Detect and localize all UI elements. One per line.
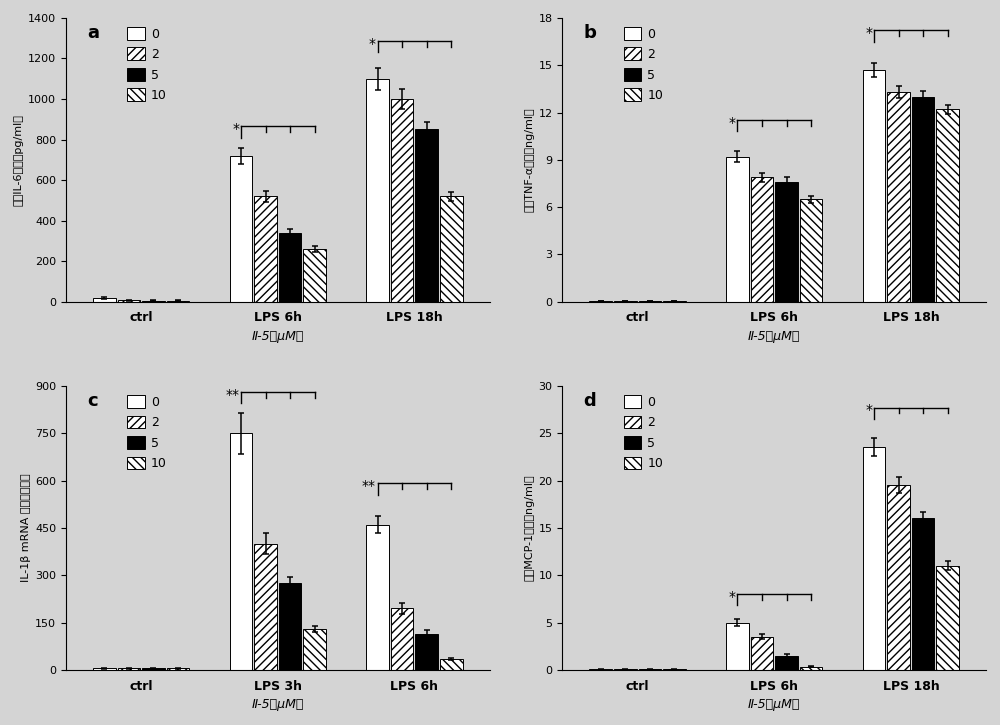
Bar [366, 525, 389, 670]
Bar [167, 301, 189, 302]
Bar [912, 96, 934, 302]
Text: **: ** [225, 388, 239, 402]
Bar [254, 196, 277, 302]
Bar [775, 655, 798, 670]
Bar [440, 196, 463, 302]
Bar [230, 156, 252, 302]
X-axis label: Ⅱ-5（μM）: Ⅱ-5（μM） [252, 698, 304, 711]
Bar [391, 608, 413, 670]
Bar [912, 518, 934, 670]
Text: *: * [729, 589, 736, 604]
Text: b: b [584, 24, 596, 41]
Bar [118, 668, 140, 670]
Bar [887, 92, 910, 302]
Bar [118, 300, 140, 302]
X-axis label: Ⅱ-5（μM）: Ⅱ-5（μM） [748, 698, 800, 711]
Text: a: a [87, 24, 99, 41]
Text: *: * [369, 37, 376, 51]
Bar [303, 249, 326, 302]
Bar [887, 485, 910, 670]
Text: *: * [729, 116, 736, 130]
Y-axis label: IL-1β mRNA 表达（倍数）: IL-1β mRNA 表达（倍数） [21, 473, 31, 582]
Bar [800, 666, 822, 670]
Text: **: ** [362, 479, 376, 493]
Y-axis label: 小鼠IL-6浓度（pg/ml）: 小鼠IL-6浓度（pg/ml） [14, 114, 24, 206]
Bar [863, 70, 885, 302]
Legend: 0, 2, 5, 10: 0, 2, 5, 10 [127, 27, 167, 102]
Bar [726, 157, 749, 302]
Bar [775, 182, 798, 302]
Bar [663, 301, 686, 302]
Bar [936, 109, 959, 302]
Bar [639, 301, 661, 302]
Bar [614, 301, 637, 302]
Bar [751, 177, 773, 302]
Bar [167, 668, 189, 670]
Bar [142, 668, 165, 670]
Bar [751, 637, 773, 670]
Bar [279, 583, 301, 670]
Text: *: * [865, 403, 872, 418]
Bar [726, 623, 749, 670]
Y-axis label: 小鼠MCP-1浓度（ng/ml）: 小鼠MCP-1浓度（ng/ml） [524, 475, 534, 581]
Bar [366, 79, 389, 302]
X-axis label: Ⅱ-5（μM）: Ⅱ-5（μM） [748, 330, 800, 343]
Bar [303, 629, 326, 670]
Text: d: d [584, 392, 596, 410]
Bar [415, 634, 438, 670]
Bar [415, 130, 438, 302]
Bar [93, 668, 116, 670]
Bar [936, 566, 959, 670]
Bar [142, 301, 165, 302]
Text: c: c [87, 392, 98, 410]
Text: *: * [865, 26, 872, 40]
Legend: 0, 2, 5, 10: 0, 2, 5, 10 [127, 395, 167, 470]
Legend: 0, 2, 5, 10: 0, 2, 5, 10 [624, 27, 663, 102]
Legend: 0, 2, 5, 10: 0, 2, 5, 10 [624, 395, 663, 470]
Bar [391, 99, 413, 302]
Text: *: * [232, 122, 239, 136]
Bar [93, 298, 116, 302]
Bar [230, 434, 252, 670]
Bar [589, 301, 612, 302]
Y-axis label: 小鼠TNF-α浓度（ng/ml）: 小鼠TNF-α浓度（ng/ml） [524, 107, 534, 212]
Bar [279, 233, 301, 302]
Bar [800, 199, 822, 302]
Bar [440, 659, 463, 670]
Bar [254, 544, 277, 670]
Bar [863, 447, 885, 670]
X-axis label: Ⅱ-5（μM）: Ⅱ-5（μM） [252, 330, 304, 343]
